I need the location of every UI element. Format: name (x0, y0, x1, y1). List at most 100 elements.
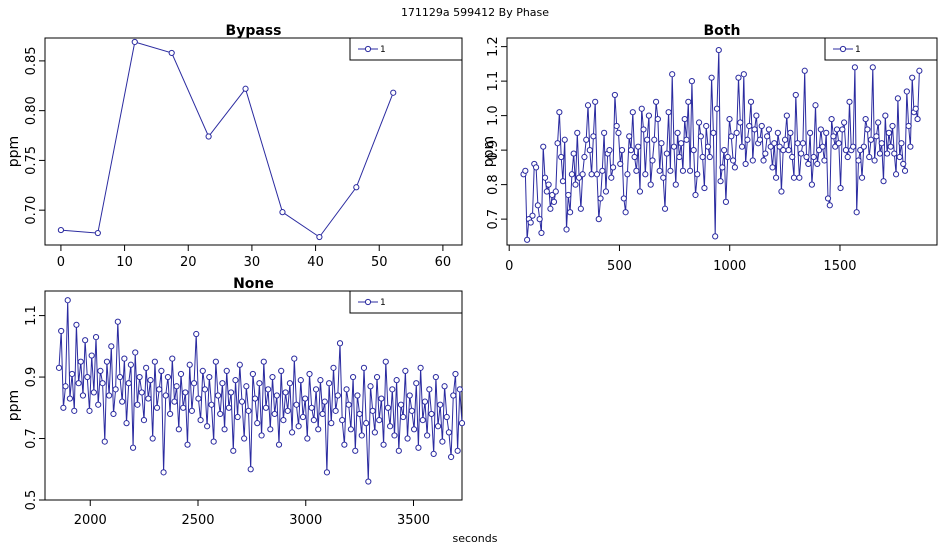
x-tick-label: 2000 (74, 513, 107, 528)
y-tick-label: 0.5 (24, 490, 39, 511)
data-point (168, 49, 175, 57)
data-point (182, 389, 189, 396)
data-point (223, 367, 230, 375)
data-point (134, 401, 141, 408)
data-point (390, 89, 397, 96)
data-point (626, 133, 633, 140)
data-point (601, 129, 608, 136)
data-point (304, 435, 311, 442)
data-point (365, 478, 372, 485)
data-point (343, 386, 350, 393)
data-point (92, 334, 100, 341)
data-point (352, 447, 359, 454)
data-point (742, 160, 749, 168)
data-point (647, 181, 654, 188)
data-point (781, 136, 789, 143)
data-point (907, 143, 914, 150)
data-point (772, 174, 780, 181)
data-point (765, 126, 773, 133)
data-point (735, 74, 742, 81)
data-point (199, 367, 206, 375)
data-point (251, 395, 259, 402)
data-point (660, 174, 667, 181)
data-point (123, 420, 130, 427)
data-point (147, 377, 154, 384)
data-point (376, 416, 383, 424)
data-point (618, 147, 626, 154)
data-point (583, 136, 590, 143)
data-point (823, 129, 830, 136)
legend-marker (364, 45, 372, 53)
data-point (704, 143, 712, 150)
data-point (679, 167, 687, 174)
data-point (284, 407, 291, 414)
data-point (622, 209, 629, 216)
data-point (740, 71, 747, 78)
data-point (563, 226, 570, 233)
data-point (291, 355, 298, 362)
data-point (688, 78, 695, 85)
data-point (554, 140, 561, 147)
data-point (208, 401, 215, 408)
data-point (541, 174, 549, 181)
data-point (590, 133, 597, 140)
data-point (256, 380, 263, 387)
x-tick-label: 10 (116, 255, 133, 270)
data-point (579, 171, 586, 178)
data-point (452, 370, 459, 378)
data-point (236, 361, 243, 368)
data-point (810, 153, 817, 161)
data-point (297, 377, 304, 384)
data-point (384, 404, 392, 411)
data-point (173, 383, 180, 390)
data-point (833, 126, 841, 133)
data-point (789, 153, 796, 161)
data-point (408, 407, 415, 414)
data-point (336, 340, 344, 347)
data-point (817, 126, 824, 133)
panel-title: None (233, 276, 274, 292)
data-point (615, 129, 622, 136)
data-point (778, 188, 785, 195)
data-point (635, 143, 642, 150)
data-point (360, 364, 368, 371)
data-point (570, 150, 577, 157)
data-point (86, 407, 93, 414)
data-point (764, 133, 771, 140)
data-point (814, 160, 821, 168)
data-point (369, 407, 376, 414)
data-point (347, 426, 355, 433)
plot-frame (44, 37, 463, 246)
data-point (867, 136, 875, 143)
data-point (424, 432, 431, 439)
data-point (780, 147, 787, 154)
data-point (783, 112, 790, 119)
data-point (807, 129, 814, 136)
series-line (58, 300, 463, 482)
data-point (581, 153, 588, 161)
data-point (599, 167, 606, 174)
data-point (853, 209, 860, 216)
legend-label: 1 (380, 298, 386, 308)
legend-marker (364, 298, 372, 306)
data-point (703, 122, 710, 130)
data-point (400, 413, 407, 421)
data-point (753, 112, 760, 119)
y-axis-label: ppm (481, 136, 497, 167)
panel-title: Both (704, 23, 741, 39)
data-point (184, 441, 191, 448)
data-point (410, 426, 418, 433)
data-point (136, 373, 143, 381)
data-point (536, 216, 543, 223)
data-point (617, 160, 624, 168)
data-point (302, 395, 309, 402)
data-point (219, 380, 226, 387)
data-point (201, 386, 209, 393)
data-point (204, 423, 211, 430)
data-point (103, 358, 111, 365)
data-point (744, 136, 751, 143)
data-point (685, 98, 692, 105)
data-point (876, 150, 884, 157)
data-point (713, 105, 721, 112)
data-point (549, 191, 556, 199)
